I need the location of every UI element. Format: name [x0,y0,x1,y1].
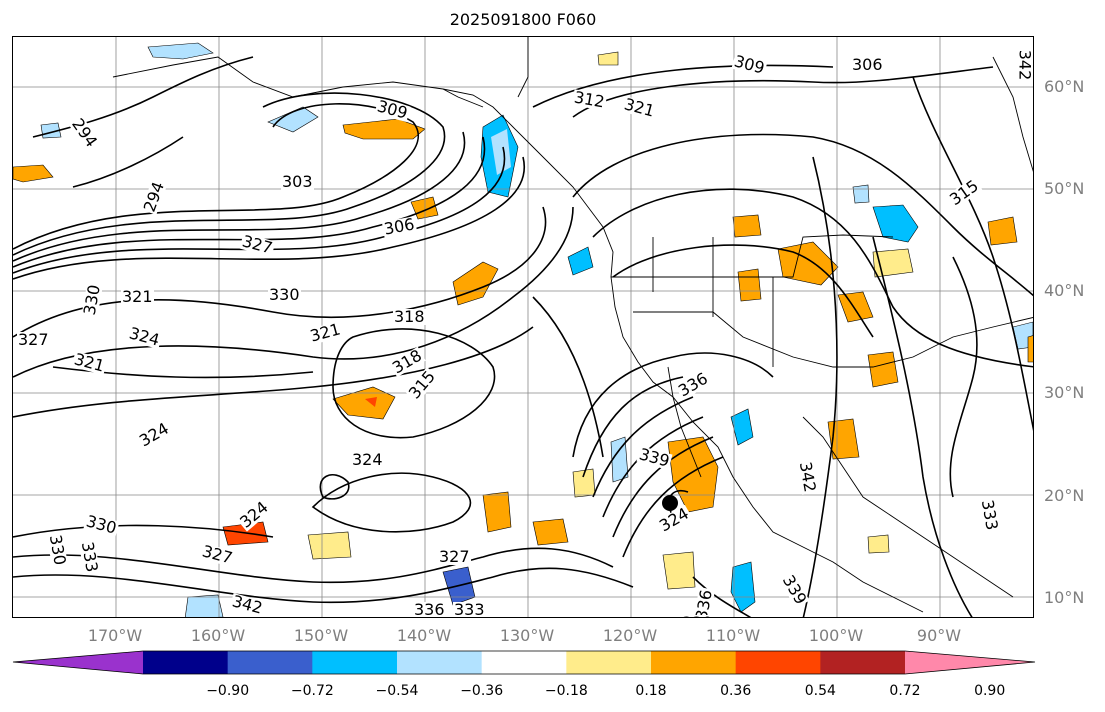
contour-label: 330 [268,285,301,304]
contour-label: 336 [413,600,446,618]
colorbar-tick-label: −0.90 [206,683,250,699]
lon-label-120w: 120°W [602,626,658,645]
colorbar-segment [481,651,567,674]
contour-label: 330 [681,615,714,617]
colorbar-tick-label: −0.72 [290,683,334,699]
lon-label-130w: 130°W [499,626,555,645]
colorbar-segment [397,651,483,674]
contour-label: 333 [77,539,102,575]
colorbar-tick-label: −0.36 [460,683,504,699]
storm-marker[interactable] [662,495,678,511]
contour-label: 342 [795,459,820,495]
contour-label: 324 [351,450,384,469]
contour-label: 330 [45,532,70,568]
colorbar-segment [13,651,143,674]
lat-label-30n: 30°N [1044,383,1085,402]
coastlines [112,37,1033,613]
colorbar-segment [227,651,313,674]
contour-label: 342 [1015,48,1034,82]
contour-lines [13,56,1033,617]
lat-lon-grid [13,37,1033,617]
colorbar-tick-label: 0.54 [804,683,836,699]
lon-label-100w: 100°W [808,626,864,645]
contour-label: 318 [393,307,426,326]
contour-label: 321 [121,287,154,306]
lat-label-20n: 20°N [1044,486,1085,505]
contour-label: 327 [17,330,50,349]
colorbar-tick-label: 0.72 [889,683,921,699]
lon-label-110w: 110°W [705,626,761,645]
colorbar-tick-label: 0.36 [720,683,752,699]
lat-label-50n: 50°N [1044,179,1085,198]
colorbar-segment [735,651,821,674]
map-canvas [13,37,1033,617]
lon-label-90w: 90°W [916,626,962,645]
positive-shading [13,51,1033,590]
lon-label-140w: 140°W [396,626,452,645]
negative-shading [40,42,1033,617]
lon-label-150w: 150°W [293,626,349,645]
colorbar-outline [12,650,1036,675]
colorbar-segment [820,651,906,674]
contour-label: 327 [438,547,471,566]
contour-label: 333 [453,600,486,618]
lat-label-60n: 60°N [1044,77,1085,96]
map-title: 2025091800 F060 [449,10,597,29]
colorbar-segment [312,651,398,674]
lat-label-10n: 10°N [1044,588,1085,607]
colorbar [12,650,1036,675]
colorbar-tick-label: −0.54 [375,683,419,699]
colorbar-segment [143,651,229,674]
colorbar-segment [651,651,737,674]
colorbar-tick-label: 0.90 [974,683,1006,699]
colorbar-segment [566,651,652,674]
contour-label: 303 [281,172,314,191]
colorbar-tick-label: 0.18 [635,683,667,699]
contour-label: 306 [851,55,884,74]
colorbar-tick-label: −0.18 [544,683,588,699]
lon-label-160w: 160°W [190,626,246,645]
lon-label-170w: 170°W [87,626,143,645]
contour-label: 333 [977,497,1002,533]
lat-label-40n: 40°N [1044,281,1085,300]
map-panel[interactable]: 294 294 303 306 309 309 306 312 321 315 327 330 330 3… [12,36,1034,618]
colorbar-segment [905,651,1035,674]
